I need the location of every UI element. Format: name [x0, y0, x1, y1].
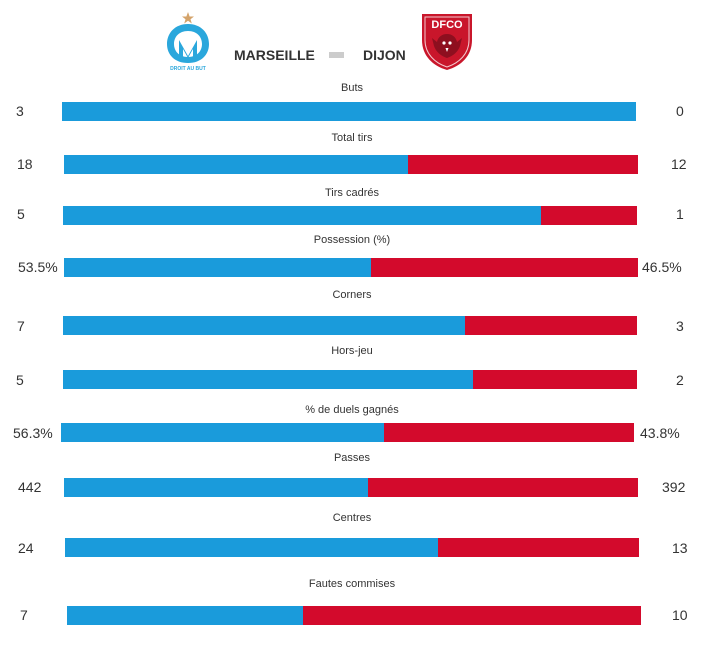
home-value: 5 [17, 206, 25, 222]
stat-bar [63, 370, 637, 389]
stat-bar [64, 155, 638, 174]
away-bar-segment [472, 370, 637, 389]
away-bar-segment [541, 206, 637, 225]
match-header: DROIT AU BUT MARSEILLE DIJON DFCO [0, 0, 704, 80]
stat-label: Fautes commises [308, 578, 396, 590]
stat-bar [63, 316, 637, 335]
dfco-logo-icon: DFCO [422, 14, 472, 70]
home-value: 3 [16, 103, 24, 119]
home-bar-segment [63, 206, 542, 225]
stat-label: Centres [332, 512, 372, 524]
away-bar-segment [464, 316, 637, 335]
away-team-name: DIJON [363, 47, 406, 63]
home-bar-segment [67, 606, 304, 625]
away-value: 392 [662, 479, 686, 495]
stat-bar [64, 258, 638, 277]
stat-bar [63, 206, 637, 225]
away-value: 10 [672, 607, 688, 623]
home-bar-segment [63, 370, 473, 389]
stat-label: Corners [332, 289, 372, 301]
away-value: 1 [676, 206, 684, 222]
home-bar-segment [64, 155, 409, 174]
away-value: 2 [676, 372, 684, 388]
away-value: 0 [676, 103, 684, 119]
home-bar-segment [63, 316, 465, 335]
away-value: 43.8% [640, 425, 680, 441]
stat-label: Tirs cadrés [325, 187, 379, 199]
home-value: 24 [18, 540, 34, 556]
away-bar-segment [371, 258, 638, 277]
away-bar-segment [368, 478, 638, 497]
stat-label: Total tirs [331, 132, 373, 144]
home-value: 53.5% [18, 259, 58, 275]
home-value: 442 [18, 479, 42, 495]
away-value: 12 [671, 156, 687, 172]
stat-label: Hors-jeu [331, 345, 373, 357]
home-logo-text: DROIT AU BUT [170, 66, 206, 72]
away-bar-segment [303, 606, 641, 625]
home-value: 7 [20, 607, 28, 623]
home-bar-segment [62, 102, 636, 121]
home-value: 56.3% [13, 425, 53, 441]
away-value: 3 [676, 318, 684, 334]
away-logo-text: DFCO [431, 19, 463, 31]
home-value: 7 [17, 318, 25, 334]
stat-label: Possession (%) [313, 234, 391, 246]
away-bar-segment [437, 538, 639, 557]
stat-label: % de duels gagnés [305, 404, 399, 416]
away-bar-segment [383, 423, 634, 442]
stat-bar [61, 423, 634, 442]
stat-bar [62, 102, 636, 121]
home-value: 5 [16, 372, 24, 388]
home-bar-segment [64, 478, 369, 497]
stat-label: Buts [340, 82, 363, 94]
away-value: 13 [672, 540, 688, 556]
away-bar-segment [408, 155, 638, 174]
home-bar-segment [64, 258, 372, 277]
stat-bar [64, 478, 638, 497]
stat-label: Passes [333, 452, 371, 464]
stat-bar [65, 538, 639, 557]
home-team-name: MARSEILLE [234, 47, 315, 63]
home-bar-segment [61, 423, 384, 442]
home-value: 18 [17, 156, 33, 172]
home-bar-segment [65, 538, 438, 557]
versus-separator [329, 52, 344, 58]
om-logo-icon: DROIT AU BUT [167, 12, 209, 72]
stat-bar [67, 606, 641, 625]
away-value: 46.5% [642, 259, 682, 275]
